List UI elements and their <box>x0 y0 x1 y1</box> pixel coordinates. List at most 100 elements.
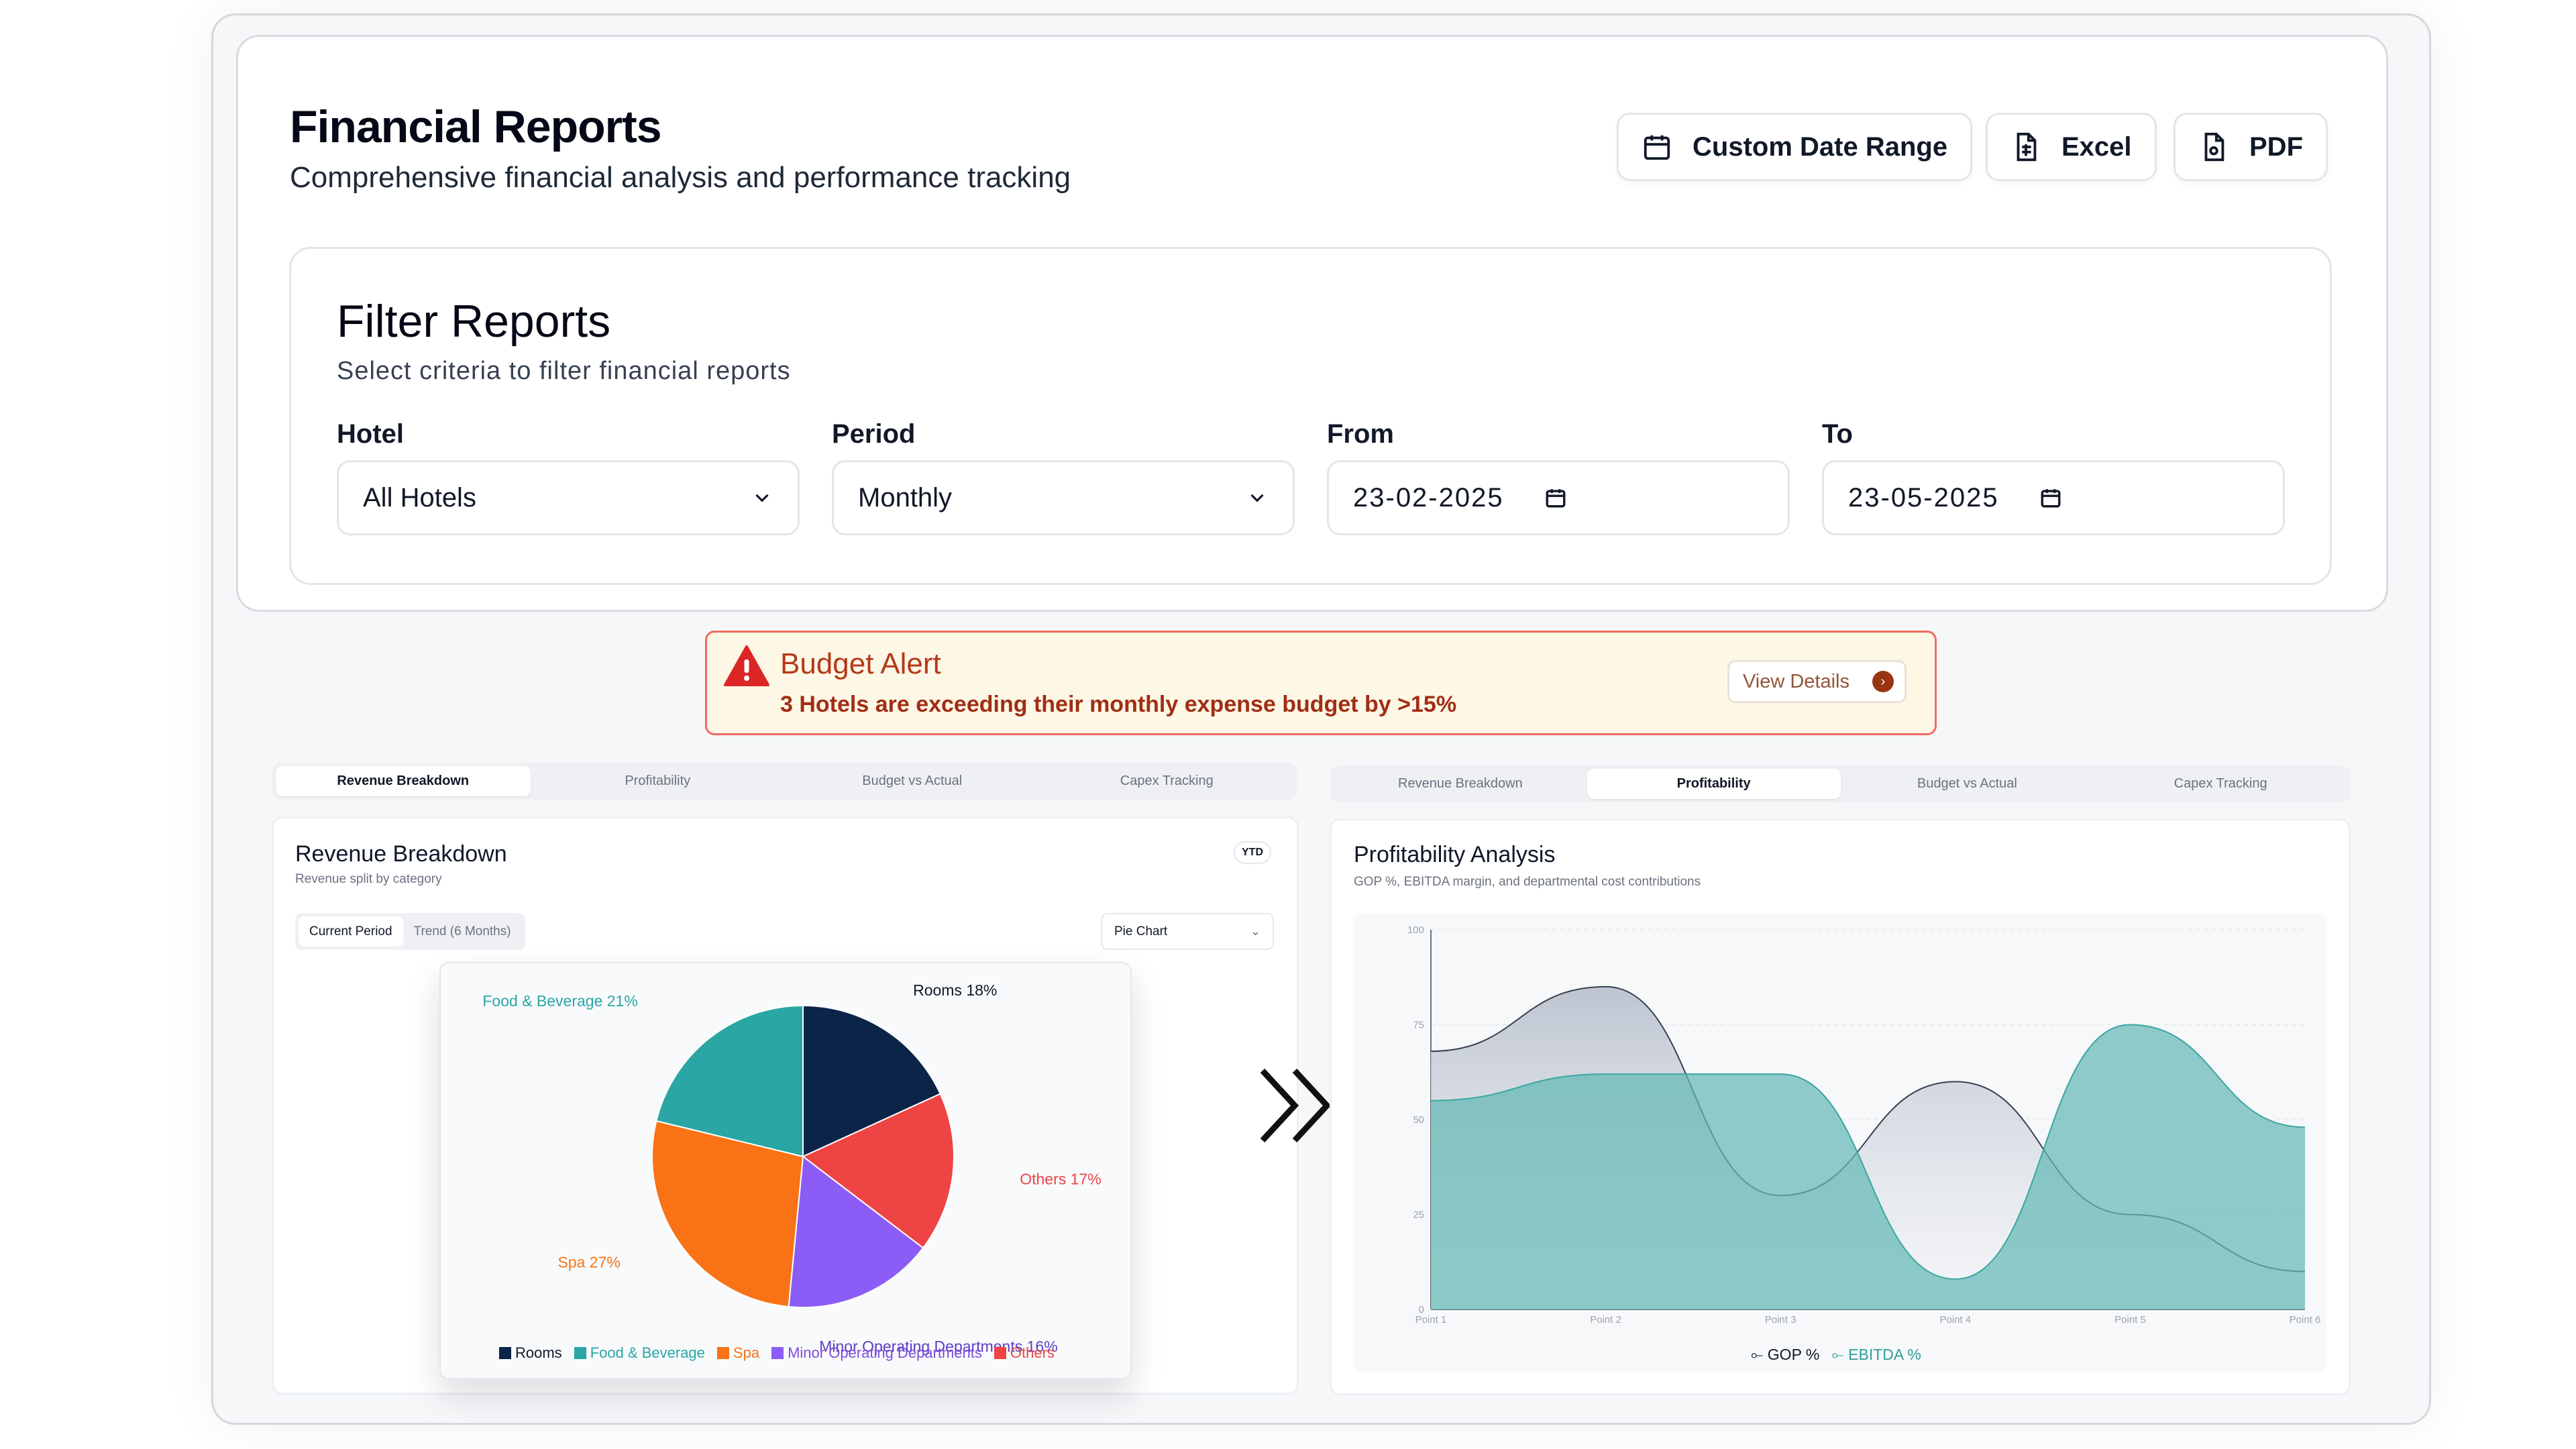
legend-swatch <box>994 1347 1006 1359</box>
pie-slice-others[interactable] <box>802 1093 955 1249</box>
revenue-panel-title: Revenue Breakdown <box>295 841 507 867</box>
tab-capex-tracking[interactable]: Capex Tracking <box>2174 776 2267 791</box>
legend-item-food-and-beverage[interactable]: Food & Beverage <box>574 1344 705 1362</box>
double-chevron-right-icon <box>1260 1068 1332 1143</box>
pie-label-rooms: Rooms 18% <box>913 981 997 999</box>
legend-swatch <box>771 1347 784 1359</box>
profitability-chart: 0 25 50 75 100 Point 1 Point 2 Point 3 Point 4 Po… <box>1407 924 2321 1326</box>
tab-revenue-breakdown[interactable]: Revenue Breakdown <box>276 766 531 796</box>
custom-date-range-button[interactable]: Custom Date Range <box>1617 113 1973 181</box>
y-tick-label: 0 <box>1419 1304 1424 1316</box>
tab-revenue-breakdown[interactable]: Revenue Breakdown <box>1398 776 1523 791</box>
legend-item-gop[interactable]: ⟜ GOP % <box>1751 1346 1819 1364</box>
y-tick-label: 25 <box>1413 1210 1424 1221</box>
period-label: Period <box>832 419 916 449</box>
x-tick-label: Point 1 <box>1415 1314 1447 1326</box>
pie-chart: Rooms 18% Food & Beverage 21% Spa 27% Minor… <box>482 981 1101 1355</box>
right-tab-bar: Revenue Breakdown Profitability Budget v… <box>1330 765 2351 802</box>
chart-type-value: Pie Chart <box>1114 924 1168 938</box>
pie-label-spa: Spa 27% <box>557 1253 620 1271</box>
legend-label: Food & Beverage <box>590 1344 705 1361</box>
legend-item-spa[interactable]: Spa <box>716 1344 760 1362</box>
from-date-value: 23-02-2025 <box>1353 482 1504 513</box>
legend-item-others[interactable]: Others <box>994 1344 1055 1362</box>
chevron-down-icon <box>755 494 769 502</box>
to-date-value: 23-05-2025 <box>1848 482 1999 513</box>
to-label: To <box>1822 419 1853 449</box>
revenue-panel-subtitle: Revenue split by category <box>295 872 442 886</box>
from-date-input[interactable]: 23-02-2025 <box>1327 460 1790 535</box>
to-date-input[interactable]: 23-05-2025 <box>1822 460 2285 535</box>
legend-label: Minor Operating Departments <box>788 1344 982 1361</box>
filter-subtitle: Select criteria to filter financial repo… <box>337 357 791 385</box>
hotel-select[interactable]: All Hotels <box>337 460 800 535</box>
legend-swatch <box>716 1347 729 1359</box>
chart-type-select[interactable]: Pie Chart ⌄ <box>1101 913 1274 950</box>
legend-swatch <box>499 1347 511 1359</box>
trend-toggle[interactable]: Trend (6 Months) <box>413 924 511 938</box>
y-tick-label: 50 <box>1413 1114 1424 1126</box>
pie-slice-minor-operating-departments[interactable] <box>788 1155 924 1308</box>
profitability-legend: ⟜ GOP % ⟜ EBITDA % <box>1751 1346 1921 1364</box>
custom-date-range-label: Custom Date Range <box>1693 131 1948 162</box>
x-tick-label: Point 5 <box>2114 1314 2146 1326</box>
warning-triangle-icon <box>724 645 769 686</box>
left-tab-bar: Revenue Breakdown Profitability Budget v… <box>272 763 1297 800</box>
pdf-file-icon <box>2204 132 2224 162</box>
alert-title: Budget Alert <box>780 647 941 680</box>
page-title: Financial Reports <box>290 101 662 152</box>
alert-message: 3 Hotels are exceeding their monthly exp… <box>780 692 1457 717</box>
ytd-badge: YTD <box>1234 841 1271 864</box>
x-tick-label: Point 6 <box>2290 1314 2321 1326</box>
legend-item-minor-operating-departments[interactable]: Minor Operating Departments <box>771 1344 982 1362</box>
pie-legend: Rooms Food & Beverage Spa Minor Operating D… <box>499 1344 1055 1362</box>
pie-label-minor-operating-departments: Minor Operating Departments 16% <box>819 1338 1057 1355</box>
view-details-button[interactable]: View Details › <box>1727 660 1907 703</box>
legend-label: Spa <box>733 1344 760 1361</box>
page-subtitle: Comprehensive financial analysis and per… <box>290 161 1071 194</box>
tab-profitability[interactable]: Profitability <box>625 773 691 788</box>
legend-label: Others <box>1010 1344 1055 1361</box>
hotel-label: Hotel <box>337 419 404 449</box>
legend-item-rooms[interactable]: Rooms <box>499 1344 562 1362</box>
calendar-icon[interactable] <box>2039 486 2062 509</box>
x-tick-label: Point 4 <box>1939 1314 1971 1326</box>
spreadsheet-file-icon <box>2017 132 2037 162</box>
view-details-label: View Details <box>1742 670 1849 692</box>
from-label: From <box>1327 419 1394 449</box>
tab-budget-vs-actual[interactable]: Budget vs Actual <box>862 773 963 788</box>
pie-slice-rooms[interactable] <box>802 1004 941 1158</box>
legend-swatch <box>574 1347 586 1359</box>
arrow-right-icon: › <box>1872 671 1894 692</box>
calendar-icon <box>1644 135 1670 160</box>
pie-label-others: Others 17% <box>1020 1171 1101 1188</box>
current-period-toggle[interactable]: Current Period <box>299 916 403 947</box>
tab-profitability[interactable]: Profitability <box>1587 769 1841 799</box>
pie-slice-spa[interactable] <box>651 1120 804 1308</box>
pdf-export-button[interactable]: PDF <box>2174 113 2328 181</box>
legend-item-ebitda[interactable]: ⟜ EBITDA % <box>1831 1346 1921 1364</box>
period-select-value: Monthly <box>858 482 953 513</box>
profitability-panel-subtitle: GOP %, EBITDA margin, and departmental c… <box>1354 875 1701 889</box>
chevron-down-icon <box>1250 494 1264 502</box>
x-tick-label: Point 3 <box>1765 1314 1796 1326</box>
profitability-panel-title: Profitability Analysis <box>1354 842 1556 867</box>
pie-slice-food-and-beverage[interactable] <box>655 1004 804 1158</box>
excel-label: Excel <box>2061 131 2132 162</box>
budget-alert: Budget Alert 3 Hotels are exceeding thei… <box>705 631 1937 735</box>
legend-marker-icon: ⟜ <box>1831 1346 1849 1363</box>
filter-title: Filter Reports <box>337 296 611 347</box>
series-area-ebitda <box>1431 1024 2305 1309</box>
legend-label: EBITDA % <box>1848 1346 1921 1363</box>
tab-capex-tracking[interactable]: Capex Tracking <box>1120 773 1214 788</box>
series-line-ebitda[interactable] <box>1430 1024 2306 1280</box>
hotel-select-value: All Hotels <box>363 482 476 513</box>
period-toggle: Current Period Trend (6 Months) <box>295 913 525 950</box>
period-select[interactable]: Monthly <box>832 460 1295 535</box>
legend-label: GOP % <box>1767 1346 1820 1363</box>
x-tick-label: Point 2 <box>1590 1314 1621 1326</box>
excel-export-button[interactable]: Excel <box>1986 113 2157 181</box>
tab-budget-vs-actual[interactable]: Budget vs Actual <box>1917 776 2017 791</box>
pie-label-food-and-beverage: Food & Beverage 21% <box>482 992 637 1010</box>
calendar-icon[interactable] <box>1544 486 1567 509</box>
